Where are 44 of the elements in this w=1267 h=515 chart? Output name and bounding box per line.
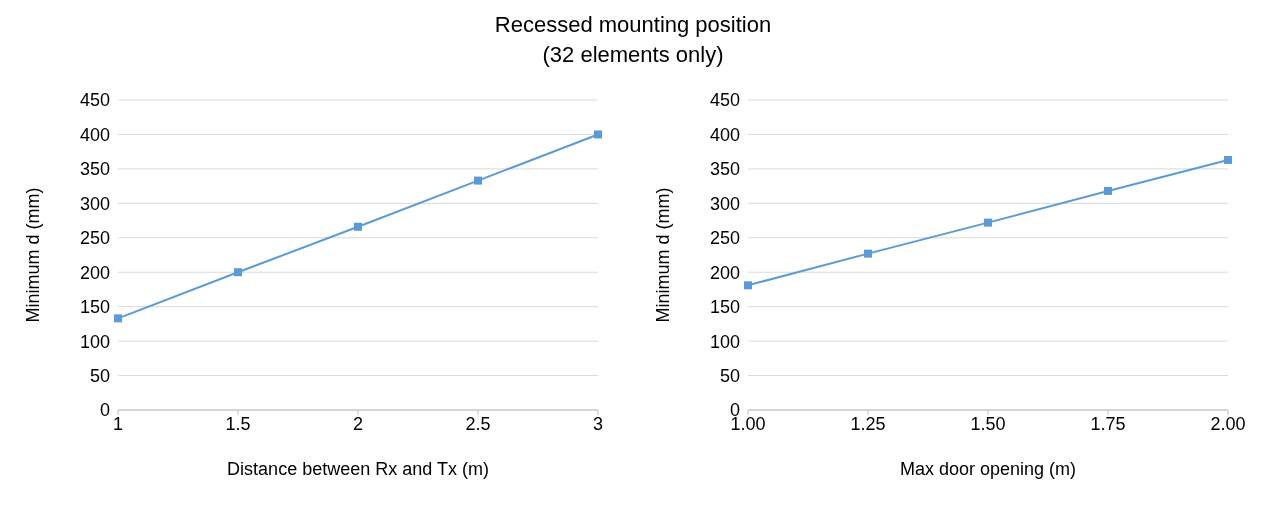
y-tick-label: 400 <box>79 124 110 145</box>
x-tick-label: 1.25 <box>850 413 886 434</box>
y-tick-label: 0 <box>99 400 110 421</box>
y-tick-label: 400 <box>709 124 740 145</box>
point <box>114 314 122 323</box>
point <box>984 218 992 227</box>
chart-title: Recessed mounting position <box>493 11 773 39</box>
point <box>744 281 752 290</box>
point <box>864 249 872 258</box>
x-axis-title: Distance between Rx and Tx (m) <box>227 459 489 479</box>
y-axis-title: Minimum d (mm) <box>653 187 674 323</box>
x-tick-label: 2.5 <box>465 413 491 434</box>
y-tick-label: 200 <box>709 262 740 283</box>
y-tick-label: 50 <box>89 365 110 386</box>
x-tick-label: 2.00 <box>1210 413 1246 434</box>
y-tick-label: 150 <box>709 297 740 318</box>
y-tick-label: 100 <box>709 331 740 352</box>
x-tick-label: 1 <box>112 413 124 434</box>
y-tick-label: 50 <box>719 365 740 386</box>
y-axis-title: Minimum d (mm) <box>23 187 44 323</box>
y-tick-label: 200 <box>79 262 110 283</box>
y-tick-label: 250 <box>79 228 110 249</box>
y-tick-label: 250 <box>709 228 740 249</box>
y-tick-label: 450 <box>709 90 740 111</box>
point <box>474 176 482 185</box>
chart-subtitle: (32 elements only) <box>541 41 725 69</box>
y-tick-label: 100 <box>79 331 110 352</box>
y-tick-label: 350 <box>709 159 740 180</box>
point <box>1104 186 1112 195</box>
x-axis-title: Max door opening (m) <box>899 459 1077 479</box>
x-tick-label: 2 <box>352 413 364 434</box>
y-tick-label: 350 <box>79 159 110 180</box>
y-tick-label: 300 <box>79 193 110 214</box>
point <box>354 222 362 231</box>
y-tick-label: 150 <box>79 297 110 318</box>
x-tick-label: 3 <box>592 413 604 434</box>
x-tick-label: 1.50 <box>970 413 1006 434</box>
y-tick-label: 300 <box>709 193 740 214</box>
point <box>594 130 602 139</box>
x-tick-label: 1.75 <box>1090 413 1126 434</box>
point <box>234 268 242 277</box>
point <box>1224 155 1232 164</box>
x-tick-label: 1.5 <box>225 413 251 434</box>
y-tick-label: 450 <box>79 90 110 111</box>
